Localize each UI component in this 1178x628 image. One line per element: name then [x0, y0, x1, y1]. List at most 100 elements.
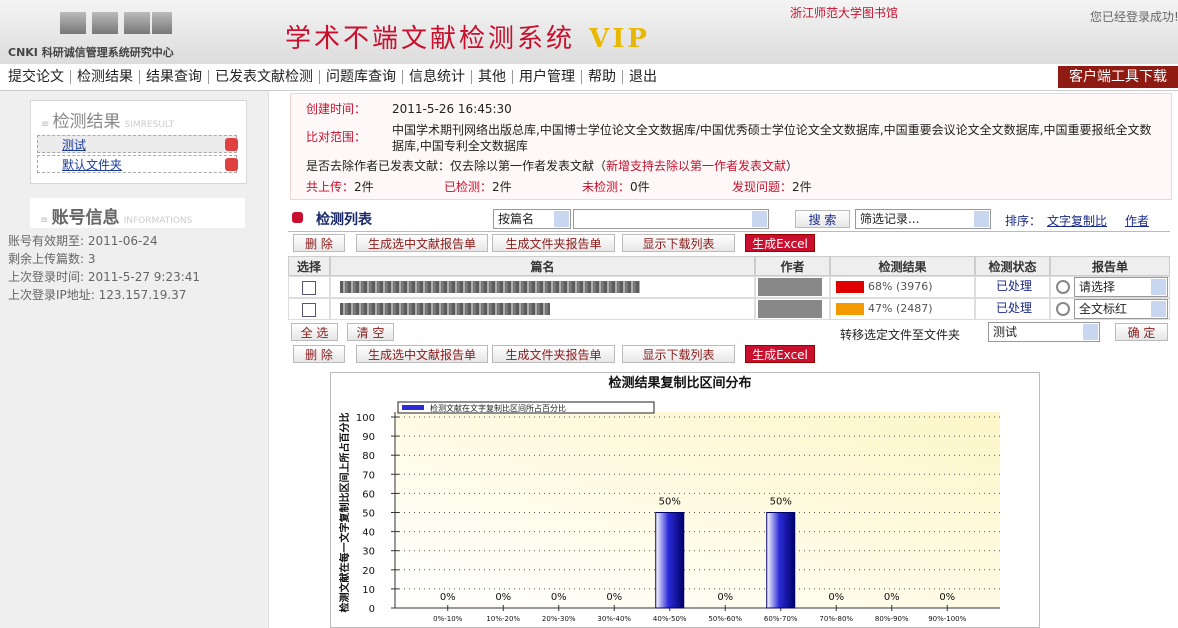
list-icon	[292, 212, 303, 223]
toolbar-button[interactable]: 删 除	[293, 345, 345, 363]
nav-link[interactable]: 已发表文献检测	[208, 70, 319, 84]
count-value: 0件	[630, 180, 650, 194]
chart: 检测结果复制比区间分布检测文献在文字复制比区间所占百分比检测文献在每一文字复制比…	[330, 372, 1040, 628]
y-tick-label: 50	[362, 509, 375, 520]
redacted-title	[340, 303, 550, 315]
sort-link[interactable]: 文字复制比	[1047, 212, 1107, 229]
count-label: 未检测：	[582, 180, 630, 194]
folder-link[interactable]: 测试	[37, 135, 237, 153]
search-input[interactable]	[573, 209, 769, 229]
result-text: 68% (3976)	[868, 280, 933, 294]
count-label: 发现问题：	[732, 180, 792, 194]
folder-select[interactable]: 测试	[988, 322, 1100, 342]
y-tick-label: 90	[362, 432, 375, 443]
toolbar-button[interactable]: 删 除	[293, 234, 345, 252]
nav-bar: 提交论文检测结果结果查询已发表文献检测问题库查询信息统计其他用户管理帮助退出	[0, 64, 1178, 91]
sort-label: 排序：	[1005, 212, 1041, 229]
status-link[interactable]: 已处理	[996, 301, 1032, 315]
confirm-button[interactable]: 确 定	[1115, 323, 1168, 341]
report-select[interactable]: 全文标红	[1074, 299, 1168, 319]
move-label: 转移选定文件至文件夹	[840, 326, 960, 343]
report-select[interactable]: 请选择	[1074, 277, 1168, 297]
result-text: 47% (2487)	[868, 302, 933, 316]
toolbar-button[interactable]: 生成Excel	[745, 234, 815, 252]
toolbar-button[interactable]: 生成选中文献报告单	[356, 345, 488, 363]
checkbox[interactable]	[302, 303, 316, 317]
field-select[interactable]: 按篇名	[493, 209, 571, 229]
column-header: 选择	[288, 256, 330, 276]
redacted-author	[758, 300, 822, 318]
value-label: 0%	[551, 592, 567, 603]
toolbar-button[interactable]: 生成Excel	[745, 345, 815, 363]
toolbar-button[interactable]: 显示下载列表	[622, 234, 735, 252]
exclude-note: 新增支持去除以第一作者发表文献	[606, 159, 786, 173]
x-tick-label: 50%-60%	[708, 615, 742, 623]
account-line: 上次登录时间: 2011-5-27 9:23:41	[8, 268, 200, 285]
value-label: 0%	[440, 592, 456, 603]
nav-link[interactable]: 退出	[622, 70, 663, 84]
sort-link[interactable]: 作者	[1125, 212, 1149, 229]
search-button[interactable]: 搜 索	[795, 210, 850, 228]
filter-select[interactable]: 筛选记录...	[855, 209, 991, 229]
nav-link[interactable]: 其他	[471, 70, 512, 84]
nav-link[interactable]: 提交论文	[0, 70, 70, 84]
x-tick-label: 20%-30%	[542, 615, 576, 623]
panel-header: ≡ 检测结果SIMRESULT	[41, 107, 174, 132]
toolbar-button[interactable]: 显示下载列表	[622, 345, 735, 363]
y-tick-label: 30	[362, 547, 375, 558]
download-button[interactable]: 客户端工具下载	[1058, 66, 1178, 88]
count: 未检测：0件	[582, 178, 650, 195]
label: 创建时间：	[306, 100, 366, 117]
delete-icon[interactable]	[225, 138, 238, 151]
value-label: 0%	[884, 592, 900, 603]
x-tick-label: 80%-90%	[875, 615, 909, 623]
plot-background	[395, 412, 1000, 608]
nav-link[interactable]: 问题库查询	[319, 70, 402, 84]
select-all-button[interactable]: 全 选	[291, 323, 338, 341]
library-link[interactable]: 浙江师范大学图书馆	[790, 4, 898, 21]
icon: ≡	[40, 215, 52, 226]
value-label: 50%	[659, 497, 681, 508]
checkbox[interactable]	[302, 281, 316, 295]
count: 共上传：2件	[306, 178, 374, 195]
y-tick-label: 70	[362, 470, 375, 481]
divider	[288, 231, 1170, 232]
toolbar-button[interactable]: 生成选中文献报告单	[356, 234, 488, 252]
x-tick-label: 0%-10%	[433, 615, 463, 623]
panel-title: 账号信息	[52, 208, 120, 228]
count-label: 已检测：	[444, 180, 492, 194]
column-header: 检测状态	[975, 256, 1050, 276]
y-tick-label: 20	[362, 566, 375, 577]
account-line: 剩余上传篇数: 3	[8, 250, 96, 267]
legend-swatch	[402, 405, 424, 410]
y-tick-label: 60	[362, 489, 375, 500]
column-header: 检测结果	[830, 256, 975, 276]
panel-subtitle: SIMRESULT	[125, 120, 175, 130]
status-link[interactable]: 已处理	[996, 279, 1032, 293]
clear-button[interactable]: 清 空	[347, 323, 394, 341]
nav-link[interactable]: 信息统计	[402, 70, 471, 84]
logo	[60, 6, 180, 36]
count-value: 2件	[354, 180, 374, 194]
org-name: CNKI 科研诚信管理系统研究中心	[8, 44, 174, 60]
nav-link[interactable]: 帮助	[581, 70, 622, 84]
count: 发现问题：2件	[732, 178, 812, 195]
y-tick-label: 100	[356, 413, 375, 424]
value-label: 0%	[606, 592, 622, 603]
folder-link[interactable]: 默认文件夹	[37, 155, 237, 173]
account-line: 上次登录IP地址: 123.157.19.37	[8, 286, 186, 303]
toolbar-button[interactable]: 生成文件夹报告单	[492, 345, 615, 363]
legend-text: 检测文献在文字复制比区间所占百分比	[430, 403, 566, 413]
delete-icon[interactable]	[225, 158, 238, 171]
nav-link[interactable]: 检测结果	[70, 70, 139, 84]
nav-link[interactable]: 用户管理	[512, 70, 581, 84]
y-tick-label: 40	[362, 528, 375, 539]
redacted-title	[340, 281, 640, 293]
toolbar-button[interactable]: 生成文件夹报告单	[492, 234, 615, 252]
panel-subtitle: INFORMATIONS	[124, 216, 193, 226]
view-icon	[1056, 280, 1070, 294]
nav-link[interactable]: 结果查询	[139, 70, 208, 84]
value-label: 50%	[770, 497, 792, 508]
y-tick-label: 80	[362, 451, 375, 462]
